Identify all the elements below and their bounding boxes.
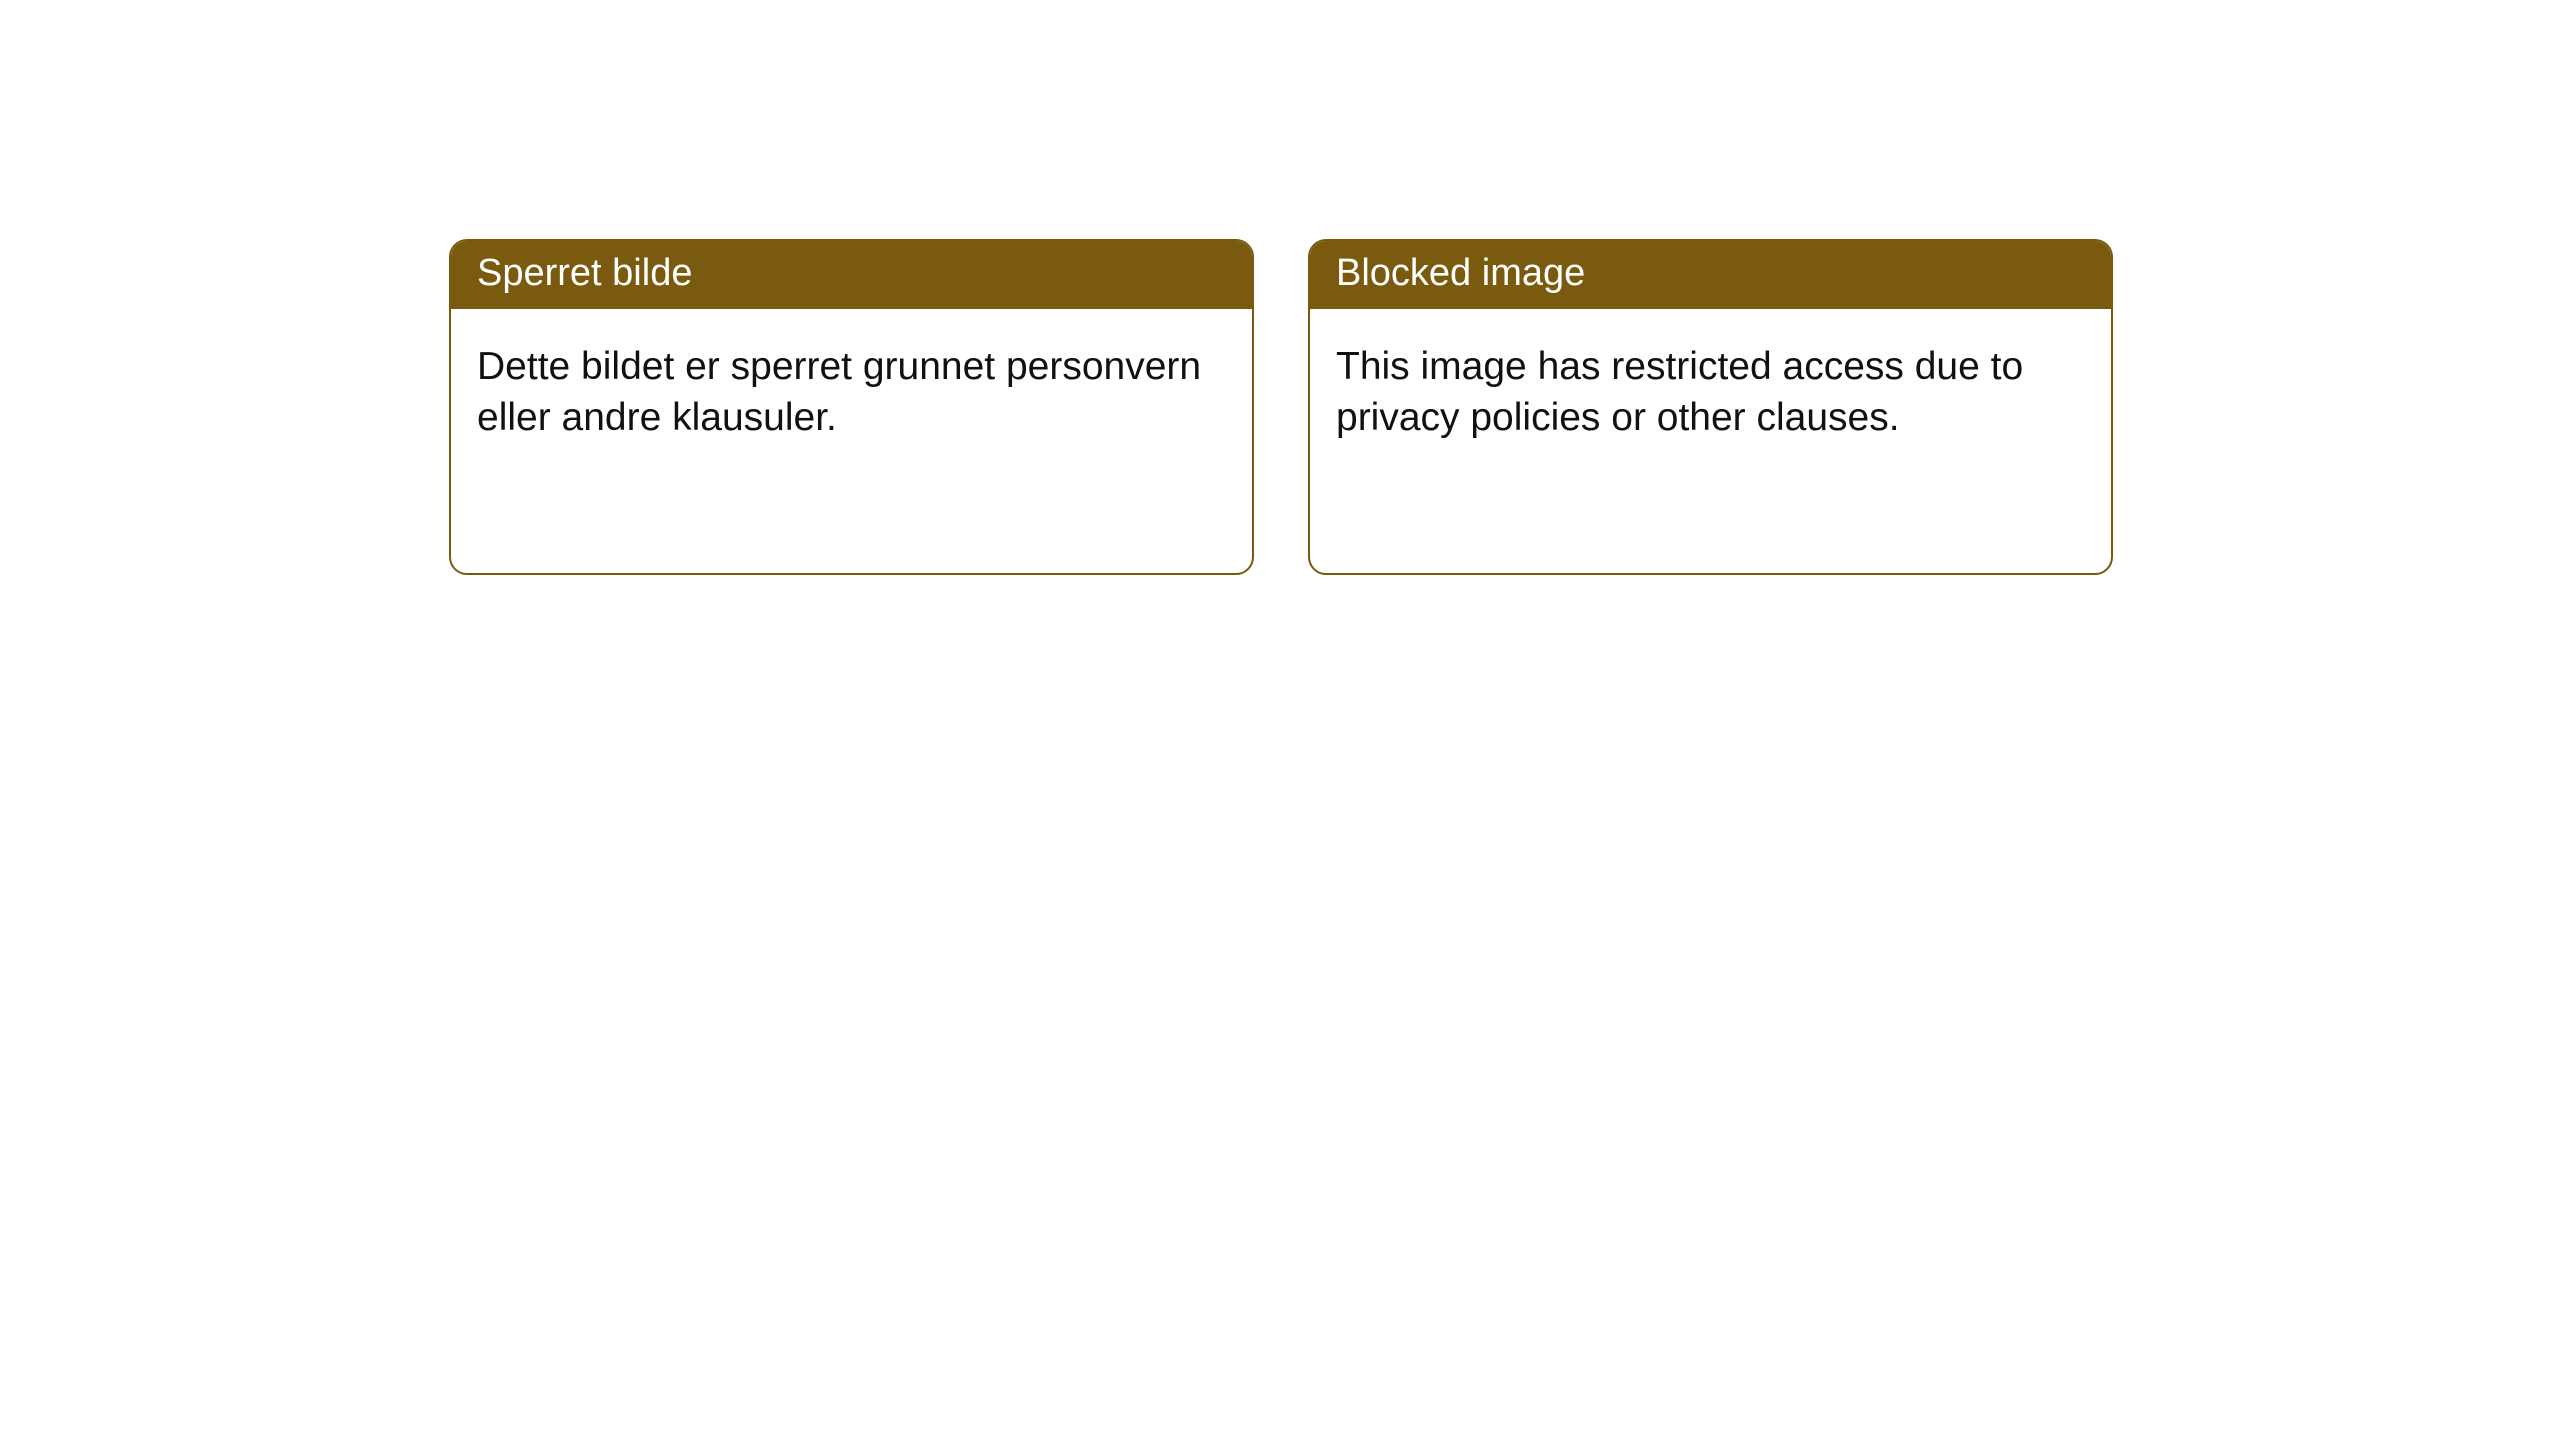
notice-body: This image has restricted access due to …	[1310, 309, 2111, 476]
notice-card-norwegian: Sperret bilde Dette bildet er sperret gr…	[449, 239, 1254, 575]
notice-header: Sperret bilde	[451, 241, 1252, 309]
notice-card-english: Blocked image This image has restricted …	[1308, 239, 2113, 575]
notice-body: Dette bildet er sperret grunnet personve…	[451, 309, 1252, 476]
notice-container: Sperret bilde Dette bildet er sperret gr…	[0, 0, 2560, 575]
notice-header: Blocked image	[1310, 241, 2111, 309]
